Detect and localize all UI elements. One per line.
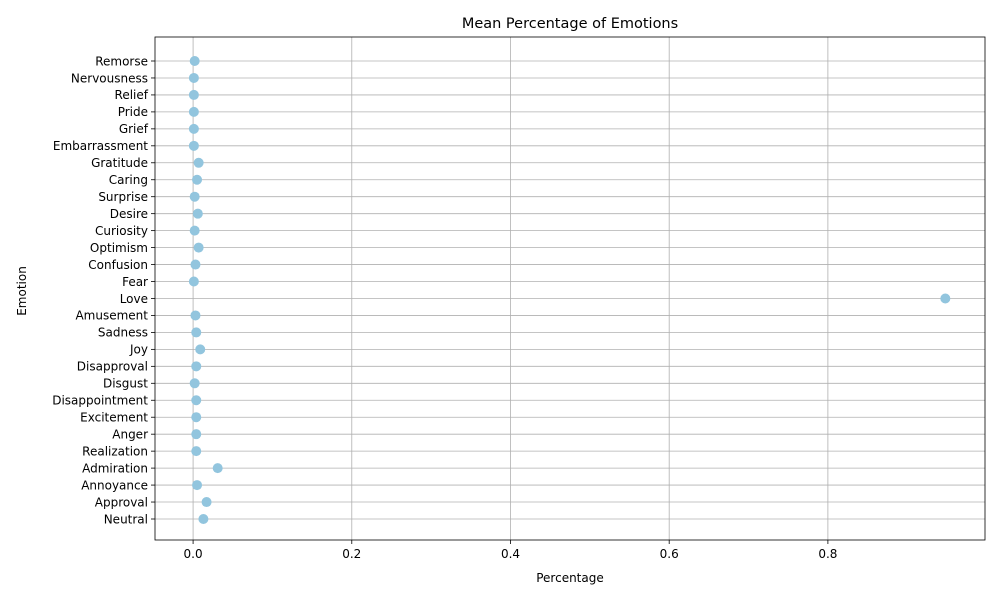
data-point-embarrassment — [188, 140, 199, 151]
y-tick-label-embarrassment: Embarrassment — [53, 139, 148, 153]
y-tick-label-relief: Relief — [115, 88, 149, 102]
chart-title: Mean Percentage of Emotions — [462, 16, 678, 32]
data-point-disappointment — [191, 395, 202, 406]
y-tick-label-excitement: Excitement — [80, 411, 148, 425]
y-tick-label-grief: Grief — [119, 122, 149, 136]
x-tick-label: 0.4 — [501, 547, 520, 561]
y-tick-label-approval: Approval — [95, 495, 148, 509]
data-point-annoyance — [192, 480, 203, 491]
y-tick-label-realization: Realization — [82, 444, 148, 458]
points-layer — [188, 56, 951, 524]
y-tick-label-annoyance: Annoyance — [81, 478, 148, 492]
y-tick-label-desire: Desire — [110, 207, 148, 221]
data-point-joy — [195, 344, 206, 355]
data-point-desire — [192, 208, 203, 219]
data-point-neutral — [198, 514, 209, 524]
data-point-surprise — [189, 191, 200, 202]
data-point-caring — [192, 174, 203, 185]
y-tick-label-curiosity: Curiosity — [95, 224, 148, 238]
data-point-optimism — [193, 242, 204, 253]
data-point-amusement — [190, 310, 201, 321]
y-tick-label-disappointment: Disappointment — [52, 394, 148, 408]
y-tick-label-surprise: Surprise — [98, 190, 148, 204]
data-point-relief — [188, 89, 199, 100]
ticks-layer: 0.0 0.2 0.4 0.6 0.8 Neutral Approval Annoyance A… — [52, 54, 837, 561]
y-tick-label-admiration: Admiration — [82, 461, 148, 475]
y-tick-label-pride: Pride — [118, 105, 148, 119]
data-point-pride — [188, 106, 199, 117]
x-axis-label: Percentage — [536, 571, 604, 585]
x-tick-label: 0.8 — [818, 547, 837, 561]
data-point-excitement — [191, 412, 202, 423]
y-tick-label-love: Love — [120, 292, 148, 306]
data-point-nervousness — [188, 72, 199, 83]
y-tick-label-nervousness: Nervousness — [71, 71, 148, 85]
data-point-sadness — [191, 327, 202, 338]
grid-layer — [155, 37, 985, 540]
y-tick-label-caring: Caring — [109, 173, 148, 187]
y-tick-label-fear: Fear — [122, 275, 148, 289]
y-tick-label-anger: Anger — [112, 427, 148, 441]
x-tick-label: 0.6 — [660, 547, 679, 561]
y-tick-label-disapproval: Disapproval — [77, 360, 148, 374]
data-point-gratitude — [193, 157, 204, 168]
x-tick-label: 0.2 — [342, 547, 361, 561]
y-tick-label-gratitude: Gratitude — [91, 156, 148, 170]
y-axis-label: Emotion — [15, 266, 29, 316]
data-point-disgust — [189, 378, 200, 389]
data-point-approval — [201, 497, 212, 508]
data-point-love — [940, 293, 951, 304]
data-point-confusion — [190, 259, 201, 270]
data-point-fear — [188, 276, 199, 287]
y-tick-label-remorse: Remorse — [95, 54, 148, 68]
plot-frame — [154, 36, 986, 541]
y-tick-label-amusement: Amusement — [75, 309, 148, 323]
data-point-disapproval — [191, 361, 202, 372]
y-tick-label-confusion: Confusion — [88, 258, 148, 272]
data-point-curiosity — [189, 225, 200, 236]
data-point-grief — [188, 123, 199, 134]
y-tick-label-disgust: Disgust — [103, 377, 148, 391]
y-tick-label-neutral: Neutral — [104, 512, 148, 526]
y-tick-label-optimism: Optimism — [90, 241, 148, 255]
y-tick-label-joy: Joy — [129, 343, 148, 357]
data-point-remorse — [189, 56, 200, 66]
data-point-admiration — [212, 463, 223, 474]
y-tick-label-sadness: Sadness — [98, 326, 148, 340]
x-tick-label: 0.0 — [184, 547, 203, 561]
data-point-realization — [191, 446, 202, 457]
data-point-anger — [191, 429, 202, 440]
